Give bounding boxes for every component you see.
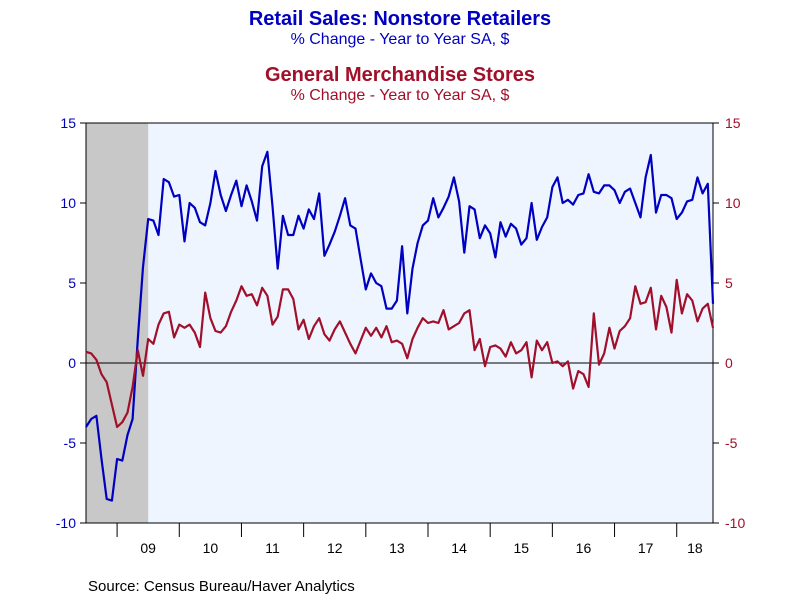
x-tick-label: 10 (203, 540, 219, 556)
series-line-nonstore-retailers (85, 150, 715, 502)
x-tick-label: 18 (687, 540, 703, 556)
x-tick-label: 13 (389, 540, 405, 556)
series2-subtitle: % Change - Year to Year SA, $ (290, 87, 510, 104)
y-tick-label-right: -10 (725, 515, 745, 531)
y-tick-label-right: 5 (725, 275, 733, 291)
x-tick-label: 16 (576, 540, 592, 556)
x-tick-label: 11 (265, 540, 280, 556)
x-tick-label: 15 (513, 540, 529, 556)
series1-title: Retail Sales: Nonstore Retailers (248, 8, 552, 30)
x-tick-label: 09 (140, 540, 156, 556)
source-note: Source: Census Bureau/Haver Analytics (88, 578, 355, 595)
y-tick-label-right: -5 (725, 435, 738, 451)
y-tick-label-left: 15 (60, 115, 76, 131)
y-tick-label-left: 0 (68, 355, 76, 371)
y-tick-label-right: 0 (725, 355, 733, 371)
x-tick-label: 14 (451, 540, 467, 556)
plot-area (86, 123, 713, 523)
x-tick-label: 12 (327, 540, 343, 556)
recession-band (86, 123, 149, 523)
y-tick-label-left: 10 (60, 195, 76, 211)
y-tick-label-left: -5 (64, 435, 77, 451)
series1-subtitle: % Change - Year to Year SA, $ (290, 31, 510, 48)
y-tick-label-right: 15 (725, 115, 741, 131)
y-tick-label-right: 10 (725, 195, 741, 211)
x-tick-label: 17 (638, 540, 654, 556)
y-tick-label-left: -10 (56, 515, 76, 531)
y-tick-label-left: 5 (68, 275, 76, 291)
series-line-general-merchandise (85, 278, 715, 429)
series2-title: General Merchandise Stores (264, 64, 536, 86)
